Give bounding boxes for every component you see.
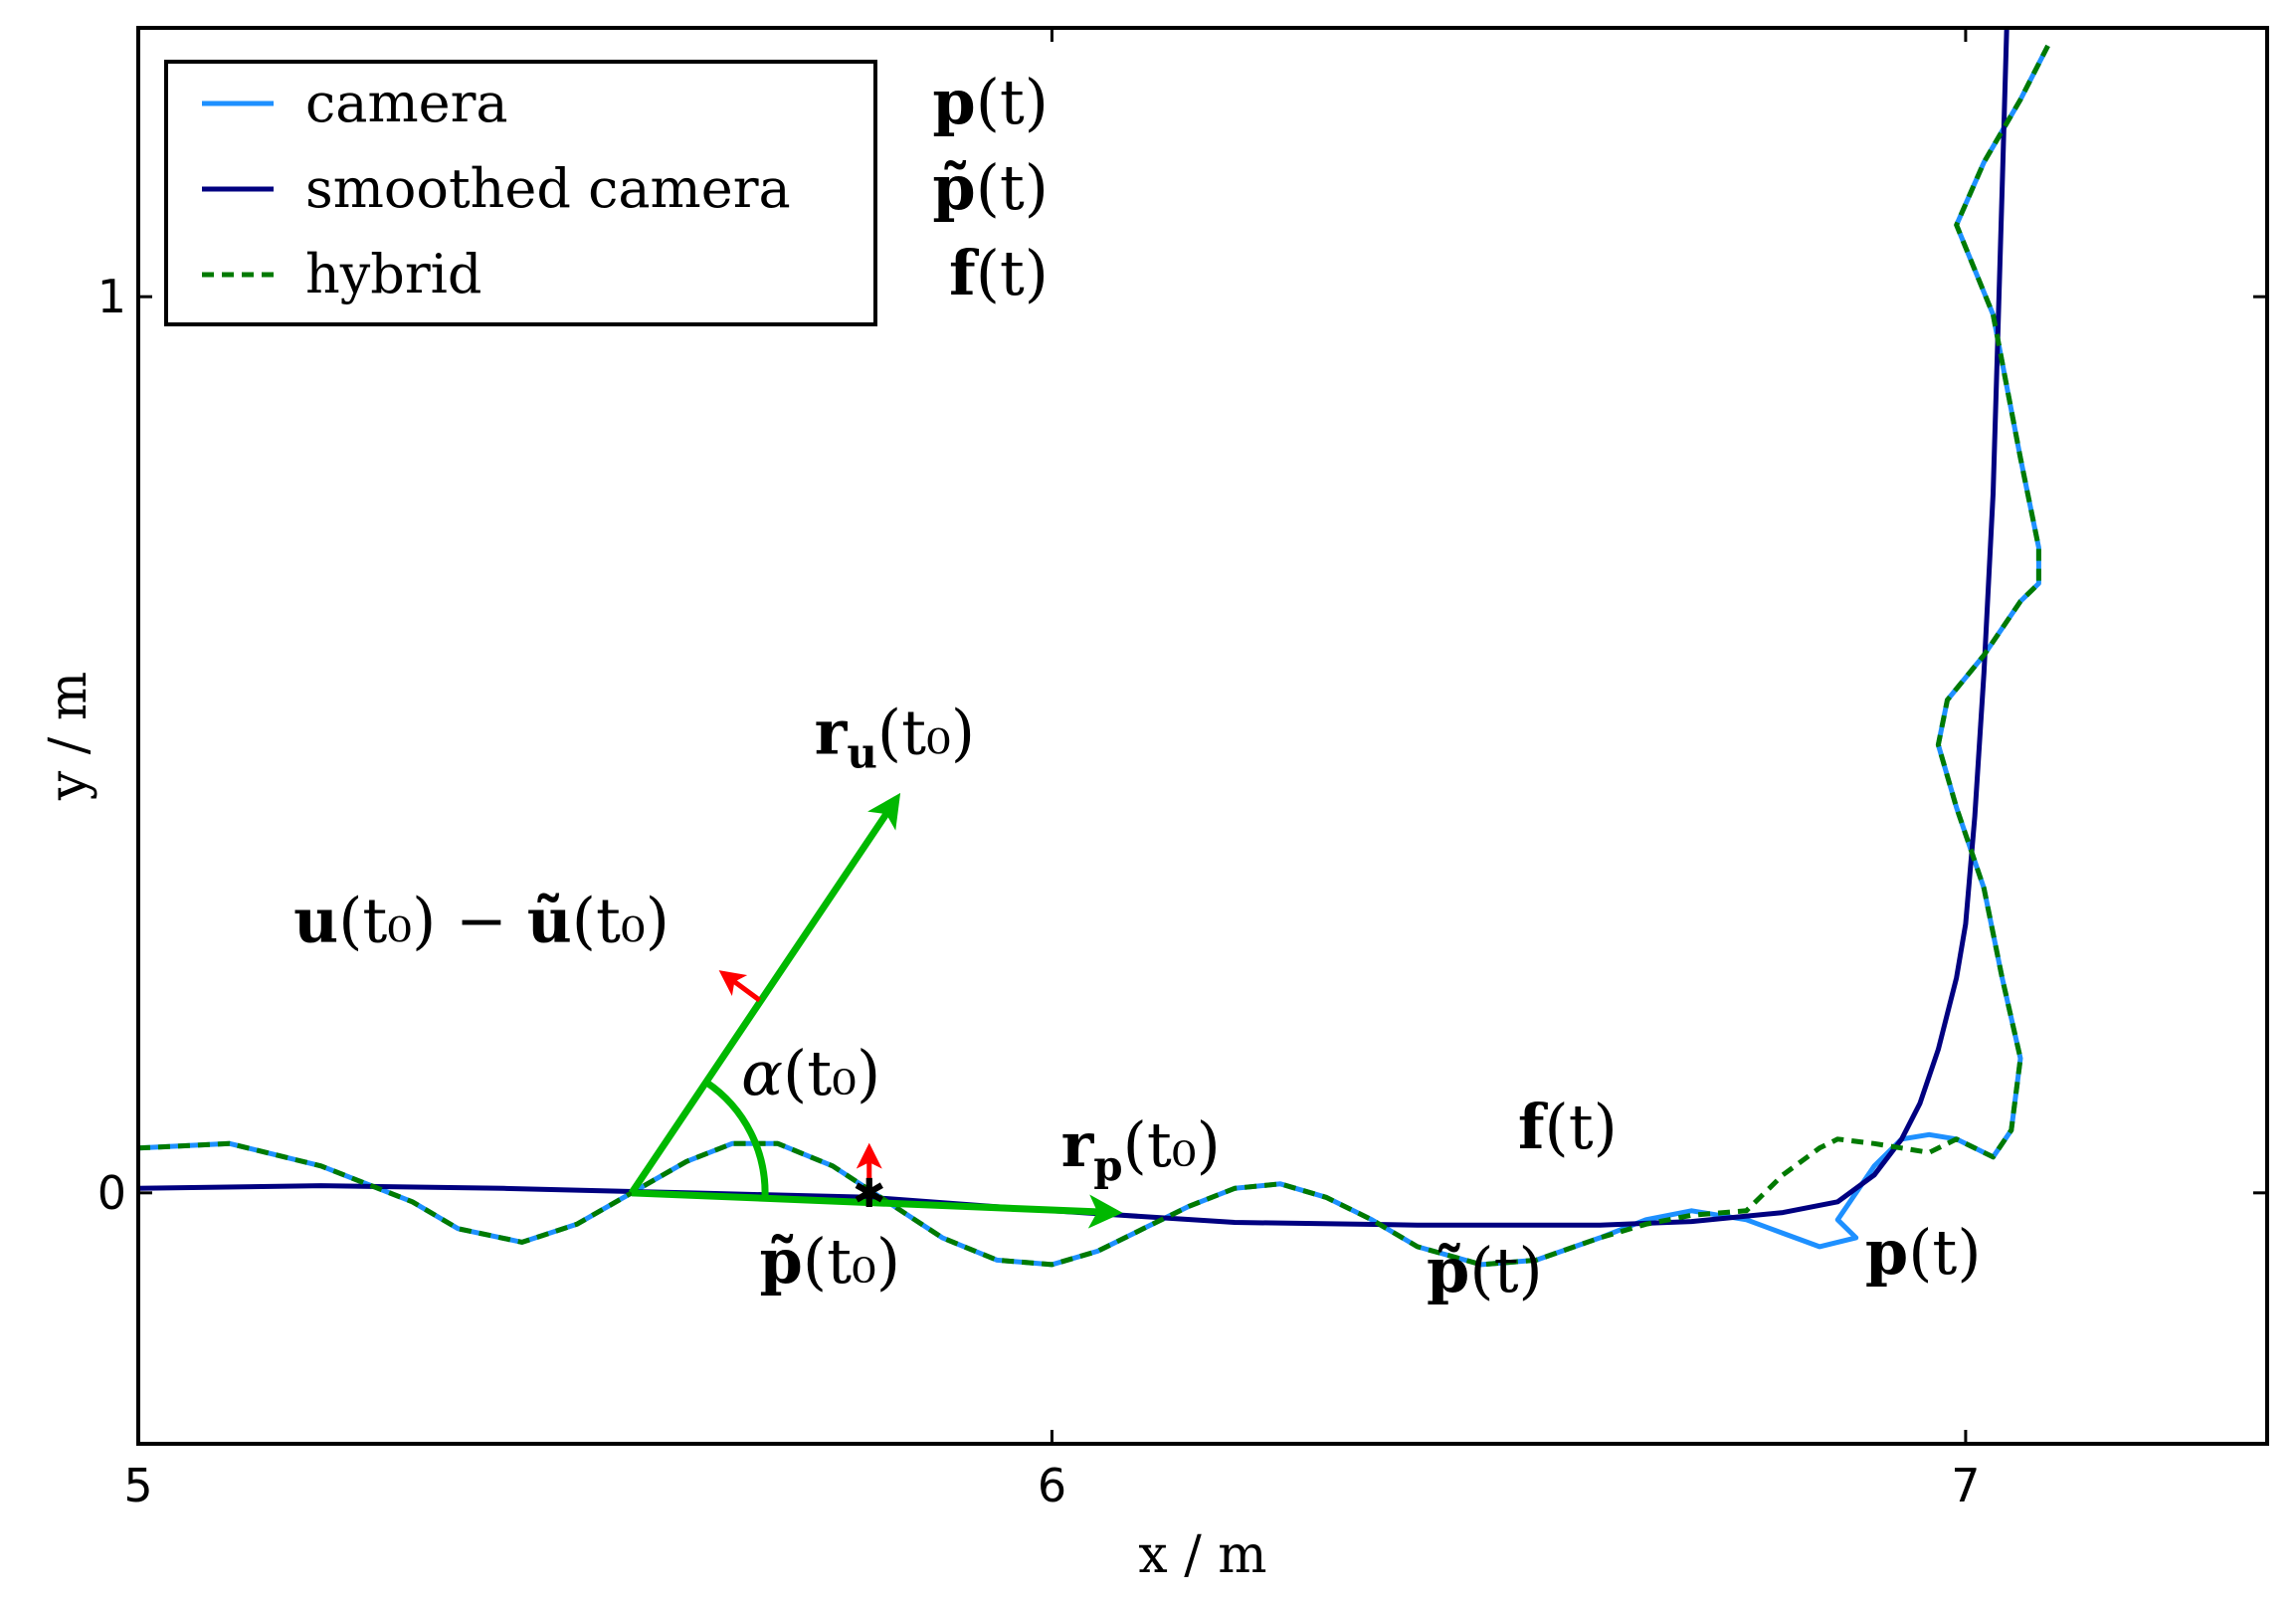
legend-symbol-bold: p̃ [932,151,975,224]
y-tick-label: 0 [97,1166,126,1220]
legend-label: hybrid [305,243,482,305]
legend-symbol: p(t) [932,66,1049,138]
legend-symbol-rest: (t) [976,66,1049,138]
annotation-rest: (t₀) [803,1225,900,1298]
annotation-italic: α [741,1037,783,1109]
y-tick-label: 1 [97,270,126,323]
annotation-rest2: (t₀) [572,885,670,957]
plot-frame [136,26,2269,1446]
vector-arrow-1 [631,1189,1123,1229]
legend-symbol-bold: p [932,66,975,138]
annotation-subscript: p [1093,1141,1122,1190]
annotation-bold: p [1865,1216,1908,1289]
legend-label: smoothed camera [305,157,791,220]
annotation-rest: (t₀) [877,697,975,769]
axes: 5 6 7 0 1 x / m y / m [39,26,2269,1585]
marker-point-icon: ✱ [853,1171,886,1217]
annotation-bold: f [1518,1091,1548,1163]
annotation-bold: u [293,885,338,957]
legend-symbol-rest: (t) [976,237,1049,309]
legend-symbol-bold: f [949,237,979,309]
y-axis-label: y / m [39,672,98,801]
annotation-bold: p̃ [760,1225,803,1298]
annotation-rest: (t) [1545,1091,1618,1163]
legend-symbol-rest: (t) [976,151,1049,224]
annotation-label: ru(t₀) [815,697,975,778]
annotation-label: f(t) [1518,1091,1618,1163]
annotation-label: p̃(t₀) [760,1225,901,1298]
legend-symbol: p̃(t) [932,151,1049,224]
legend-label: camera [305,72,508,134]
annotation-label: rp(t₀) [1061,1108,1221,1190]
annotation-label: u(t₀) − ũ(t₀) [293,885,670,957]
vector-arrow-0 [629,792,901,1195]
series-line-smoothed-camera [138,28,2009,1228]
annotation-label: p(t) [1865,1216,1982,1289]
annotation-rest: (t) [1908,1216,1981,1289]
x-axis-label: x / m [1138,1525,1266,1585]
annotation-rest: (t₀) [1123,1108,1221,1181]
annotation-bold: p̃ [1427,1234,1469,1306]
annotation-rest: (t₀) [783,1037,880,1109]
annotation-bold: r [815,697,849,769]
series-line-hybrid [138,44,2050,1268]
annotation-rest: (t₀) − [338,885,527,957]
plot-area: ✱ru(t₀)u(t₀) − ũ(t₀)α(t₀)rp(t₀)p̃(t₀)f(t… [138,28,2050,1306]
annotation-subscript: u [847,729,877,778]
annotation-rest: (t) [1469,1234,1542,1306]
vector-arrow-2 [718,970,762,1003]
x-tick-label: 6 [1038,1459,1066,1512]
x-tick-label: 5 [123,1459,152,1512]
legend-symbol: f(t) [949,237,1049,309]
angle-arc [703,1079,769,1199]
annotation-label: p̃(t) [1427,1234,1543,1306]
x-tick-label: 7 [1951,1459,1980,1512]
annotation-bold: r [1061,1108,1095,1181]
annotation-bold2: ũ [527,885,572,957]
legend-box [164,60,877,326]
annotation-label: α(t₀) [741,1037,880,1109]
